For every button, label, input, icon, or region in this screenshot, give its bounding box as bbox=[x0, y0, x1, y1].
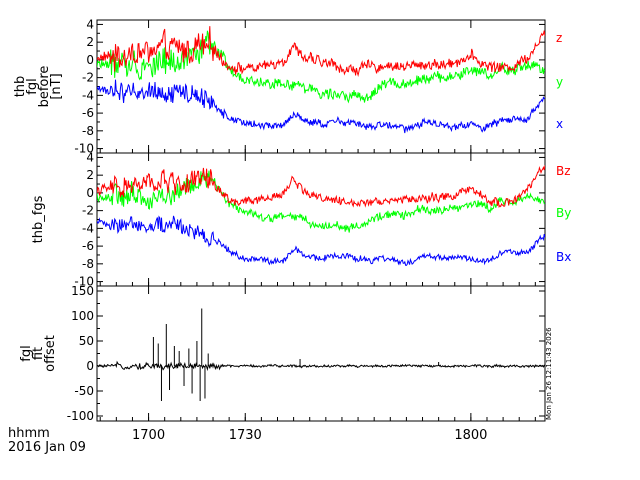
y-tick-label: -4 bbox=[82, 88, 94, 102]
date-label: 2016 Jan 09 bbox=[8, 440, 86, 455]
y-tick-label: -6 bbox=[82, 106, 94, 120]
x-tick-label: 1800 bbox=[454, 428, 487, 443]
y-tick-label: -8 bbox=[82, 257, 94, 271]
y-axis-label: [nT] bbox=[49, 73, 64, 99]
series-line-x bbox=[97, 79, 545, 134]
y-tick-label: -10 bbox=[74, 275, 94, 289]
series-line-bx bbox=[97, 215, 545, 266]
y-tick-label: -2 bbox=[82, 204, 94, 218]
x-tick-label: 1730 bbox=[229, 428, 262, 443]
legend-by: By bbox=[556, 206, 571, 220]
y-tick-label: 2 bbox=[86, 168, 94, 182]
legend-x: x bbox=[556, 117, 563, 131]
legend-y: y bbox=[556, 75, 563, 89]
legend-bx: Bx bbox=[556, 250, 571, 264]
y-tick-label: -6 bbox=[82, 239, 94, 253]
y-tick-label: -50 bbox=[74, 384, 94, 398]
y-tick-label: -10 bbox=[74, 142, 94, 156]
y-tick-label: -100 bbox=[67, 409, 94, 423]
y-axis-label: fit bbox=[31, 347, 46, 360]
legend-bz: Bz bbox=[556, 164, 571, 178]
time-format-label: hhmm bbox=[8, 426, 50, 441]
y-axis-label: thb_fgs bbox=[31, 195, 46, 243]
legend-z: z bbox=[556, 31, 562, 45]
y-axis-label: before bbox=[37, 66, 52, 108]
series-line bbox=[97, 360, 545, 372]
panel-2: -10 -8 -6 -4 -2 0 2 4 thb_fgs Bx By Bz bbox=[31, 150, 571, 288]
y-tick-label: -8 bbox=[82, 124, 94, 138]
series-line-by bbox=[97, 170, 545, 233]
y-tick-label: 2 bbox=[86, 35, 94, 49]
y-axis-label: fgl bbox=[25, 78, 40, 94]
y-tick-label: -4 bbox=[82, 221, 94, 235]
y-tick-label: -2 bbox=[82, 71, 94, 85]
series-line-y bbox=[97, 30, 545, 104]
y-tick-label: 0 bbox=[86, 359, 94, 373]
y-tick-label: 4 bbox=[86, 17, 94, 31]
series-line-bz bbox=[97, 165, 545, 209]
y-tick-label: 4 bbox=[86, 150, 94, 164]
y-tick-label: 100 bbox=[71, 309, 94, 323]
y-axis-label: offset bbox=[43, 335, 58, 372]
y-tick-label: 50 bbox=[79, 334, 94, 348]
y-tick-label: 150 bbox=[71, 284, 94, 298]
y-axis-label: fgl bbox=[19, 345, 34, 361]
y-tick-label: 0 bbox=[86, 53, 94, 67]
generated-timestamp: Mon Jan 26 12:11:43 2026 bbox=[545, 327, 553, 420]
x-tick-label: 1700 bbox=[132, 428, 165, 443]
y-tick-label: 0 bbox=[86, 186, 94, 200]
series-line-z bbox=[97, 26, 545, 78]
y-axis-label: thb bbox=[13, 76, 28, 98]
